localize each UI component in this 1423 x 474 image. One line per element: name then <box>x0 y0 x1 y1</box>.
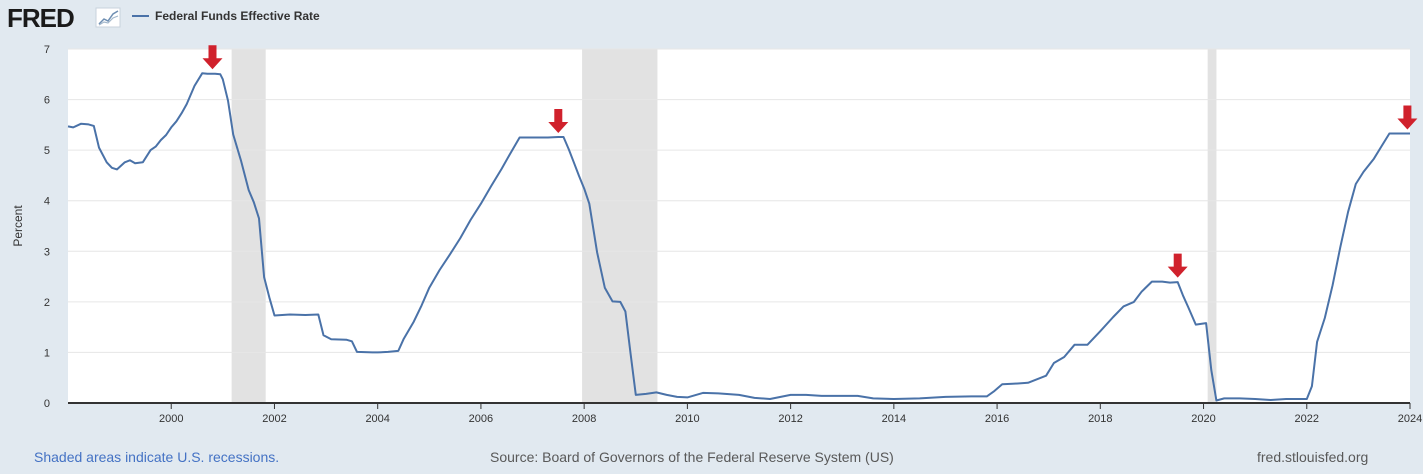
x-tick-label: 2004 <box>365 413 389 425</box>
recession-note: Shaded areas indicate U.S. recessions. <box>34 449 280 465</box>
y-axis-ticks: 0 1 2 3 4 5 6 7 <box>44 44 50 410</box>
y-tick-label: 1 <box>44 347 50 359</box>
x-tick-label: 2008 <box>572 413 596 425</box>
annotation-arrow <box>202 45 223 70</box>
x-tick-label: 2006 <box>469 413 493 425</box>
fred-logo[interactable]: FRED <box>7 3 121 33</box>
y-axis-label: Percent <box>11 205 25 247</box>
y-tick-label: 2 <box>44 297 50 309</box>
x-tick-label: 2018 <box>1088 413 1112 425</box>
x-axis-ticks: 2000 2002 2004 2006 2008 2010 2012 2014 2016 2018… <box>159 403 1422 425</box>
source-note: Source: Board of Governors of the Federa… <box>490 449 894 465</box>
x-tick-label: 2024 <box>1398 413 1422 425</box>
legend-label: Federal Funds Effective Rate <box>155 9 320 23</box>
x-tick-label: 2010 <box>675 413 699 425</box>
recession-band <box>582 49 658 403</box>
fred-logo-graph-icon <box>95 7 121 28</box>
fred-logo-text: FRED <box>7 3 74 33</box>
annotation-arrow <box>1167 253 1188 278</box>
recession-band <box>1207 49 1217 403</box>
annotation-arrows <box>202 45 1418 278</box>
annotation-arrow <box>1397 105 1418 130</box>
x-tick-label: 2002 <box>262 413 286 425</box>
y-tick-label: 0 <box>44 398 50 410</box>
x-tick-label: 2016 <box>985 413 1009 425</box>
y-tick-label: 3 <box>44 246 50 258</box>
site-link[interactable]: fred.stlouisfed.org <box>1257 449 1369 465</box>
x-tick-label: 2000 <box>159 413 183 425</box>
legend: Federal Funds Effective Rate <box>132 9 320 23</box>
x-tick-label: 2022 <box>1295 413 1319 425</box>
y-tick-label: 7 <box>44 44 50 56</box>
gridlines <box>68 48 1410 353</box>
series-line-federal-funds-rate <box>67 72 1410 402</box>
annotation-arrow <box>548 109 569 133</box>
x-tick-label: 2020 <box>1191 413 1215 425</box>
x-tick-label: 2012 <box>778 413 802 425</box>
y-tick-label: 5 <box>44 145 50 157</box>
recession-shading <box>231 49 1217 403</box>
plot-area <box>68 49 1410 403</box>
x-tick-label: 2014 <box>882 413 906 425</box>
y-tick-label: 4 <box>44 196 50 208</box>
y-tick-label: 6 <box>44 95 50 107</box>
